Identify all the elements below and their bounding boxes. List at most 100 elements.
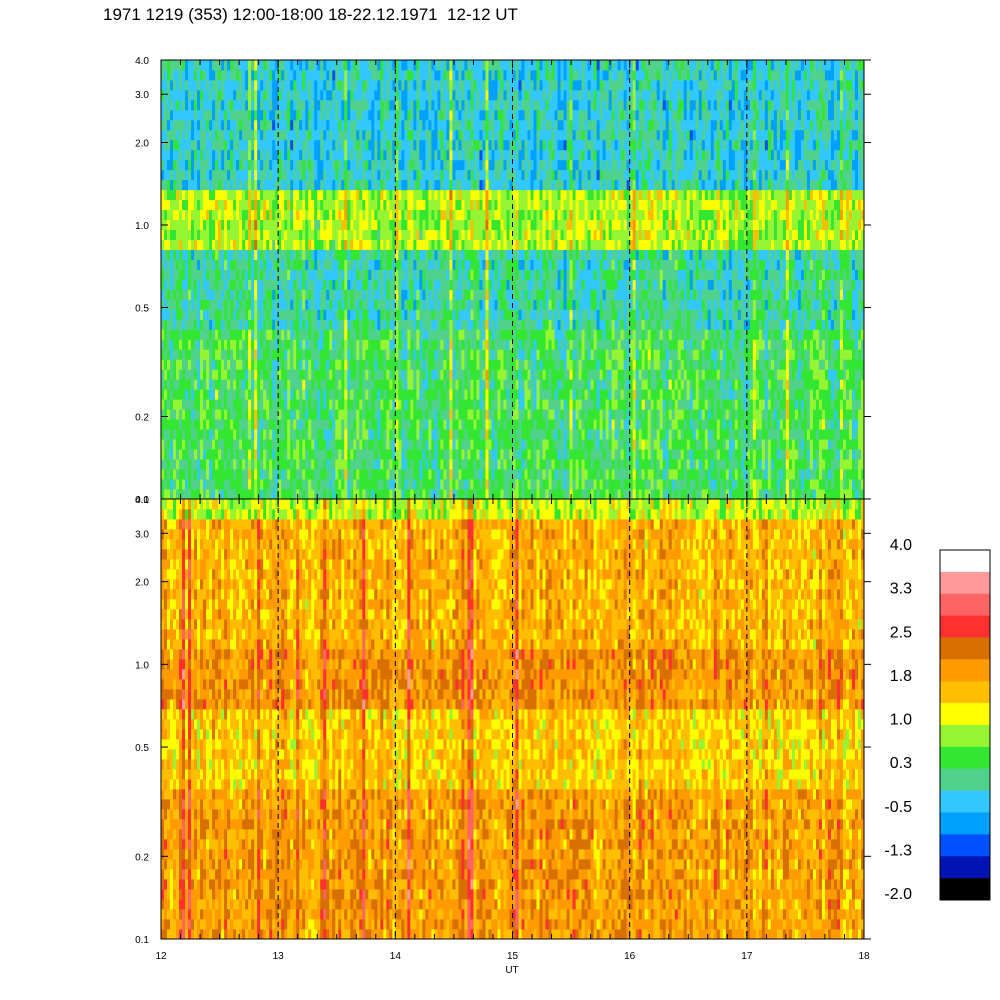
heatmap-cell — [200, 439, 204, 450]
heatmap-cell — [665, 309, 670, 320]
heatmap-cell — [326, 299, 330, 310]
heatmap-cell — [785, 399, 790, 410]
heatmap-cell — [287, 329, 291, 340]
heatmap-cell — [404, 409, 408, 420]
heatmap-cell — [245, 469, 249, 480]
heatmap-cell — [455, 289, 459, 300]
heatmap-cell — [293, 369, 297, 380]
heatmap-cell — [398, 339, 402, 350]
heatmap-cell — [233, 379, 237, 390]
heatmap-cell — [302, 299, 306, 310]
heatmap-cell — [728, 379, 733, 390]
heatmap-cell — [611, 489, 616, 499]
heatmap-cell — [341, 429, 345, 440]
heatmap-cell — [740, 439, 745, 450]
heatmap-cell — [269, 439, 273, 450]
heatmap-cell — [305, 279, 309, 290]
heatmap-cell — [542, 399, 546, 410]
heatmap-cell — [593, 399, 598, 410]
heatmap-cell — [803, 289, 808, 300]
heatmap-cell — [776, 479, 781, 490]
heatmap-cell — [743, 349, 748, 360]
heatmap-cell — [842, 449, 847, 460]
heatmap-cell — [308, 309, 312, 320]
heatmap-cell — [437, 289, 441, 300]
heatmap-cell — [185, 359, 189, 370]
heatmap-cell — [854, 449, 859, 460]
heatmap-cell — [224, 349, 228, 360]
heatmap-cell — [746, 299, 751, 310]
heatmap-cell — [737, 459, 742, 470]
heatmap-cell — [545, 369, 549, 380]
heatmap-cell — [740, 469, 745, 480]
heatmap-cell — [167, 449, 171, 460]
heatmap-cell — [824, 479, 829, 490]
heatmap-cell — [515, 449, 519, 460]
heatmap-cell — [785, 319, 790, 330]
heatmap-cell — [818, 319, 823, 330]
heatmap-cell — [221, 409, 225, 420]
heatmap-cell — [521, 449, 525, 460]
heatmap-cell — [266, 379, 270, 390]
heatmap-cell — [257, 329, 261, 340]
heatmap-cell — [752, 489, 757, 499]
heatmap-cell — [656, 369, 661, 380]
heatmap-cell — [749, 309, 754, 320]
heatmap-cell — [770, 309, 775, 320]
heatmap-cell — [824, 309, 829, 320]
heatmap-cell — [644, 419, 649, 430]
heatmap-cell — [311, 379, 315, 390]
heatmap-cell — [398, 479, 402, 490]
heatmap-cell — [578, 329, 582, 340]
heatmap-cell — [416, 369, 420, 380]
heatmap-cell — [224, 439, 228, 450]
heatmap-cell — [284, 439, 288, 450]
heatmap-cell — [758, 329, 763, 340]
heatmap-cell — [815, 389, 820, 400]
heatmap-cell — [701, 469, 706, 480]
heatmap-cell — [662, 289, 667, 300]
heatmap-cell — [380, 479, 384, 490]
heatmap-cell — [815, 469, 820, 480]
heatmap-cell — [431, 369, 435, 380]
heatmap-cell — [662, 319, 667, 330]
heatmap-cell — [161, 289, 165, 300]
heatmap-cell — [518, 329, 522, 340]
heatmap-cell — [263, 409, 267, 420]
heatmap-cell — [308, 439, 312, 450]
heatmap-cell — [656, 359, 661, 370]
heatmap-cell — [296, 299, 300, 310]
heatmap-cell — [245, 459, 249, 470]
heatmap-cell — [557, 329, 561, 340]
heatmap-cell — [857, 309, 862, 320]
heatmap-cell — [350, 389, 354, 400]
heatmap-cell — [644, 379, 649, 390]
heatmap-cell — [185, 449, 189, 460]
heatmap-cell — [452, 339, 456, 350]
heatmap-cell — [665, 459, 670, 470]
heatmap-cell — [416, 449, 420, 460]
heatmap-cell — [179, 409, 183, 420]
heatmap-cell — [236, 289, 240, 300]
heatmap-cell — [644, 439, 649, 450]
heatmap-cell — [776, 319, 781, 330]
heatmap-cell — [827, 429, 832, 440]
heatmap-cell — [626, 449, 631, 460]
heatmap-cell — [245, 289, 249, 300]
heatmap-cell — [824, 289, 829, 300]
heatmap-cell — [362, 309, 366, 320]
heatmap-cell — [326, 309, 330, 320]
heatmap-cell — [569, 309, 573, 320]
heatmap-cell — [740, 489, 745, 499]
heatmap-cell — [203, 299, 207, 310]
heatmap-cell — [566, 349, 570, 360]
heatmap-cell — [218, 339, 222, 350]
heatmap-cell — [491, 369, 495, 380]
heatmap-cell — [434, 339, 438, 350]
heatmap-cell — [692, 339, 697, 350]
heatmap-cell — [734, 489, 739, 499]
heatmap-cell — [593, 339, 598, 350]
heatmap-cell — [449, 359, 453, 370]
heatmap-cell — [407, 389, 411, 400]
heatmap-cell — [686, 479, 691, 490]
